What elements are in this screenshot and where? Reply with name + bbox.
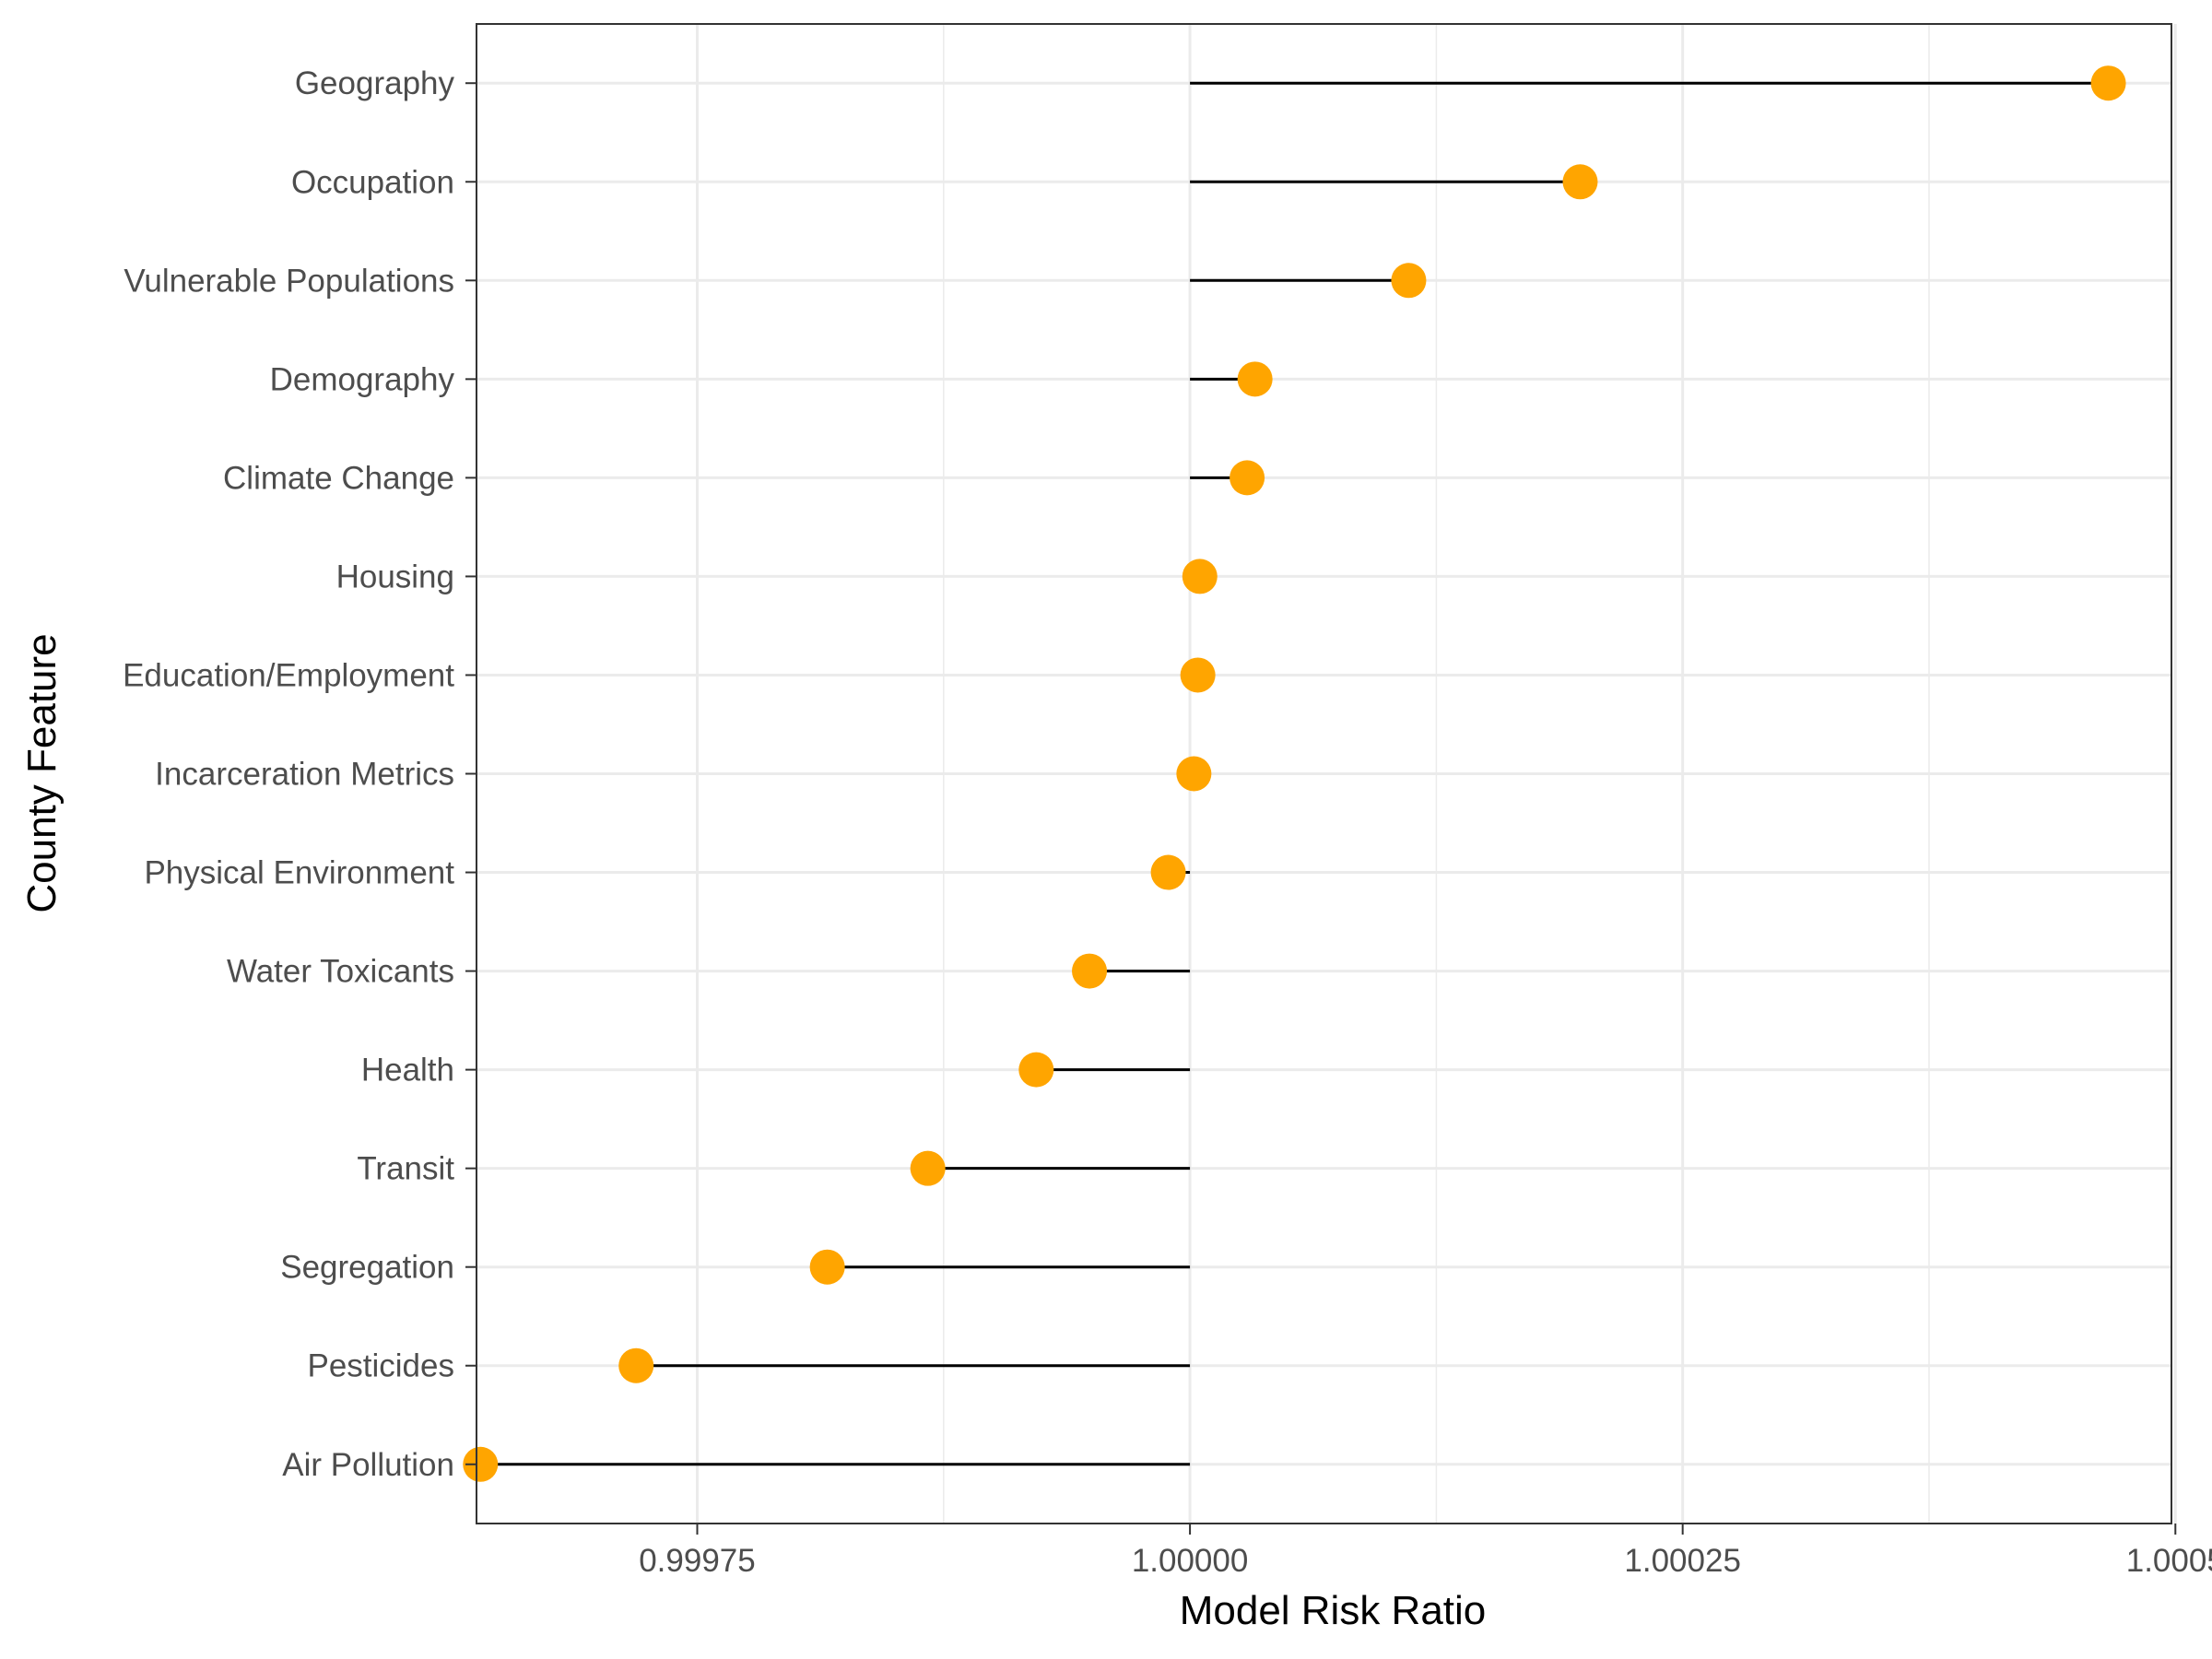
- data-point-11: [910, 1150, 946, 1186]
- data-point-1: [1562, 164, 1598, 200]
- y-axis: Geography Occupation Vulnerable Population…: [123, 65, 477, 1483]
- x-tick-label: 1.00025: [1624, 1543, 1741, 1579]
- y-tick-label: Pesticides: [307, 1348, 454, 1384]
- data-point-9: [1072, 953, 1108, 989]
- x-tick-label: 1.00000: [1132, 1543, 1249, 1579]
- y-tick-label: Housing: [336, 559, 454, 594]
- y-tick-label: Climate Change: [223, 460, 454, 496]
- x-tick-label: 0.99975: [639, 1543, 756, 1579]
- data-point-6: [1180, 657, 1216, 693]
- x-tick-label: 1.0005: [2126, 1543, 2212, 1579]
- y-tick-label: Air Pollution: [282, 1447, 454, 1483]
- y-tick-label: Vulnerable Populations: [124, 263, 454, 299]
- x-axis-title: Model Risk Ratio: [1180, 1588, 1487, 1633]
- data-point-14: [463, 1446, 499, 1482]
- data-point-0: [2090, 65, 2126, 101]
- y-tick-label: Demography: [270, 361, 455, 397]
- y-tick-label: Water Toxicants: [227, 954, 454, 990]
- y-tick-label: Physical Environment: [144, 855, 454, 891]
- data-point-4: [1230, 460, 1265, 496]
- data-point-13: [618, 1347, 654, 1383]
- data-point-7: [1176, 756, 1212, 792]
- y-tick-label: Segregation: [280, 1250, 454, 1286]
- data-point-3: [1237, 361, 1273, 397]
- data-point-2: [1391, 263, 1427, 299]
- data-point-12: [809, 1249, 845, 1285]
- data-point-8: [1150, 854, 1186, 890]
- y-tick-label: Education/Employment: [123, 657, 454, 693]
- y-tick-label: Health: [361, 1053, 454, 1088]
- data-point-5: [1182, 559, 1218, 594]
- lollipop-points: [463, 65, 2126, 1482]
- y-tick-label: Geography: [295, 65, 455, 101]
- y-tick-label: Occupation: [291, 164, 454, 200]
- y-tick-label: Incarceration Metrics: [155, 757, 454, 793]
- y-axis-title: County Feature: [19, 633, 65, 912]
- x-axis: 0.99975 1.00000 1.00025 1.0005: [639, 1524, 2212, 1579]
- y-tick-label: Transit: [357, 1151, 454, 1187]
- data-point-10: [1018, 1052, 1054, 1088]
